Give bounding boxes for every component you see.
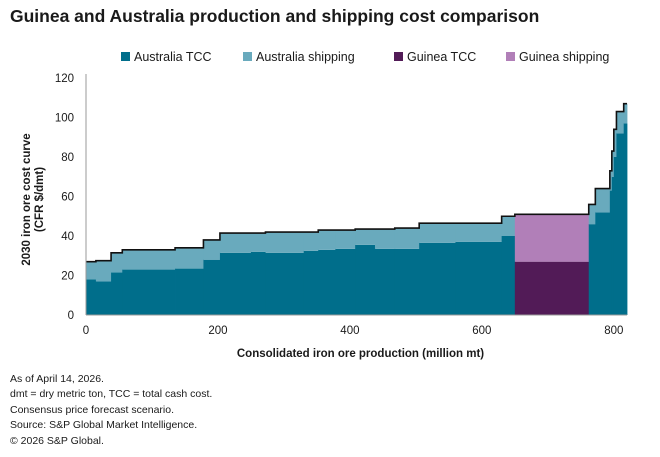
footnote-source: Source: S&P Global Market Intelligence. bbox=[10, 419, 198, 432]
axes: 0 20 40 60 80 100 120 0 200 400 600 800 Consolidated… bbox=[21, 73, 627, 360]
australia-tcc-bar-19 bbox=[588, 224, 596, 315]
australia-shipping-bar-3 bbox=[122, 249, 176, 270]
footnote-date: As of April 14, 2026. bbox=[10, 373, 104, 385]
legend-swatch-guinea-shipping bbox=[506, 52, 515, 61]
australia-tcc-bar-1 bbox=[95, 281, 112, 315]
australia-tcc-bar-9 bbox=[303, 250, 319, 315]
x-tick-label-0: 0 bbox=[83, 325, 89, 337]
australia-tcc-bar-7 bbox=[250, 251, 266, 315]
australia-shipping-bar-16 bbox=[455, 223, 503, 242]
australia-tcc-bar-20 bbox=[595, 212, 611, 315]
y-tick-label-120: 120 bbox=[55, 73, 74, 85]
australia-tcc-bar-23 bbox=[613, 157, 617, 315]
australia-shipping-bar-9 bbox=[303, 232, 319, 251]
chart-title: Guinea and Australia production and ship… bbox=[10, 6, 540, 26]
australia-shipping-bar-17 bbox=[501, 216, 516, 236]
australia-shipping-bar-20 bbox=[595, 188, 611, 213]
australia-shipping-bar-23 bbox=[613, 129, 617, 157]
australia-tcc-bar-8 bbox=[265, 252, 305, 315]
legend-label-guinea-tcc: Guinea TCC bbox=[407, 50, 476, 64]
australia-tcc-bar-22 bbox=[611, 176, 615, 315]
australia-tcc-bar-13 bbox=[374, 248, 396, 315]
australia-shipping-bar-7 bbox=[250, 233, 266, 252]
australia-tcc-bar-2 bbox=[111, 272, 123, 315]
australia-shipping-bar-4 bbox=[175, 247, 204, 269]
australia-tcc-bar-11 bbox=[335, 248, 356, 315]
australia-shipping-bar-19 bbox=[588, 204, 596, 225]
legend-label-australia-tcc: Australia TCC bbox=[134, 50, 212, 64]
australia-tcc-bar-14 bbox=[394, 248, 420, 315]
australia-tcc-bar-16 bbox=[455, 241, 503, 315]
australia-shipping-bar-25 bbox=[623, 103, 628, 124]
australia-tcc-bar-5 bbox=[203, 259, 221, 315]
plot-area bbox=[86, 102, 628, 315]
australia-tcc-bar-21 bbox=[609, 190, 613, 315]
australia-shipping-bar-0 bbox=[86, 261, 97, 280]
australia-tcc-bar-3 bbox=[122, 269, 176, 315]
y-axis-title-line-2: (CFR $/dmt) bbox=[34, 167, 46, 232]
y-tick-label-100: 100 bbox=[55, 113, 74, 125]
y-tick-label-80: 80 bbox=[61, 152, 74, 164]
guinea-tcc-bar-18 bbox=[514, 261, 590, 315]
australia-shipping-bar-13 bbox=[374, 229, 396, 249]
australia-shipping-bar-14 bbox=[394, 228, 420, 249]
x-tick-label-800: 800 bbox=[604, 325, 623, 337]
australia-tcc-bar-17 bbox=[501, 236, 516, 315]
australia-tcc-bar-6 bbox=[219, 252, 252, 315]
australia-tcc-bar-24 bbox=[616, 133, 625, 315]
legend-label-guinea-shipping: Guinea shipping bbox=[519, 50, 609, 64]
y-tick-label-0: 0 bbox=[68, 310, 74, 322]
footnote-copyright: © 2026 S&P Global. bbox=[10, 434, 104, 447]
y-tick-label-40: 40 bbox=[61, 231, 74, 243]
legend-swatch-australia-tcc bbox=[121, 52, 130, 61]
australia-shipping-bar-21 bbox=[609, 170, 613, 191]
australia-tcc-bar-0 bbox=[86, 279, 97, 315]
australia-shipping-bar-2 bbox=[111, 252, 123, 273]
australia-tcc-bar-25 bbox=[623, 123, 628, 315]
y-tick-label-60: 60 bbox=[61, 192, 74, 204]
australia-tcc-bar-10 bbox=[318, 249, 336, 315]
x-axis-title: Consolidated iron ore production (millio… bbox=[237, 348, 484, 360]
australia-shipping-bar-12 bbox=[355, 229, 376, 245]
x-tick-label-400: 400 bbox=[340, 325, 359, 337]
australia-shipping-bar-1 bbox=[95, 260, 112, 282]
australia-shipping-bar-15 bbox=[419, 223, 456, 243]
australia-shipping-bar-8 bbox=[265, 232, 305, 253]
y-axis-title-line-1: 2030 iron ore cost curve bbox=[21, 133, 33, 265]
chart-legend: Australia TCC Australia shipping Guinea TC… bbox=[121, 50, 609, 64]
footnote-definitions: dmt = dry metric ton, TCC = total cash c… bbox=[10, 388, 213, 401]
legend-swatch-australia-shipping bbox=[243, 52, 252, 61]
y-tick-label-20: 20 bbox=[61, 271, 74, 283]
legend-label-australia-shipping: Australia shipping bbox=[256, 50, 355, 64]
australia-shipping-bar-22 bbox=[611, 151, 615, 177]
guinea-shipping-bar-18 bbox=[514, 214, 590, 262]
x-tick-label-600: 600 bbox=[472, 325, 491, 337]
australia-shipping-bar-10 bbox=[318, 230, 336, 250]
australia-shipping-bar-6 bbox=[219, 233, 252, 253]
total-cost-outline bbox=[86, 102, 627, 263]
footnote-scenario: Consensus price forecast scenario. bbox=[10, 403, 174, 416]
australia-shipping-bar-5 bbox=[203, 239, 221, 260]
x-tick-label-200: 200 bbox=[208, 325, 227, 337]
australia-shipping-bar-11 bbox=[335, 230, 356, 249]
australia-tcc-bar-15 bbox=[419, 242, 456, 315]
legend-swatch-guinea-tcc bbox=[394, 52, 403, 61]
cost-curve-chart: Australia TCC Australia shipping Guinea TC… bbox=[21, 50, 628, 360]
chart-footnotes: As of April 14, 2026. dmt = dry metric t… bbox=[10, 372, 212, 449]
australia-tcc-bar-12 bbox=[355, 244, 376, 315]
australia-shipping-bar-24 bbox=[616, 111, 625, 134]
australia-tcc-bar-4 bbox=[175, 268, 204, 315]
